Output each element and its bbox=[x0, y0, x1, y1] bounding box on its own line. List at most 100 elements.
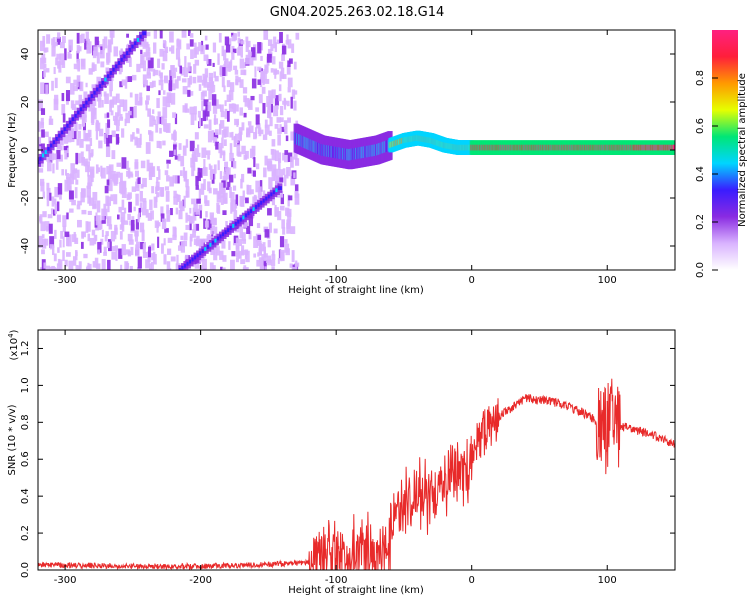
noise-cell bbox=[201, 147, 207, 158]
noise-cell bbox=[212, 245, 218, 254]
noise-cell bbox=[175, 48, 181, 60]
noise-cell bbox=[90, 111, 95, 123]
noise-cell bbox=[130, 134, 134, 142]
noise-cell bbox=[54, 94, 59, 105]
noise-cell bbox=[62, 250, 65, 262]
noise-cell bbox=[195, 208, 201, 215]
noise-cell bbox=[145, 44, 150, 56]
noise-cell bbox=[91, 149, 94, 156]
noise-cell bbox=[193, 48, 197, 58]
noise-cell bbox=[246, 226, 251, 234]
noise-cell bbox=[55, 268, 61, 270]
noise-cell bbox=[69, 174, 74, 185]
noise-cell bbox=[83, 91, 88, 102]
noise-cell bbox=[234, 204, 238, 209]
noise-cell bbox=[40, 82, 45, 94]
signal-cell-core bbox=[71, 117, 76, 122]
noise-cell bbox=[185, 179, 189, 188]
noise-cell bbox=[276, 39, 281, 45]
signal-cell-core bbox=[249, 209, 254, 214]
noise-cell bbox=[279, 177, 284, 183]
noise-cell bbox=[105, 231, 109, 237]
noise-cell bbox=[248, 55, 254, 66]
noise-cell bbox=[88, 41, 92, 53]
noise-cell bbox=[260, 55, 263, 61]
noise-cell bbox=[278, 152, 282, 163]
noise-cell bbox=[165, 191, 170, 202]
noise-cell bbox=[155, 196, 158, 203]
noise-cell bbox=[294, 158, 300, 166]
noise-cell bbox=[234, 133, 239, 144]
noise-cell bbox=[203, 167, 206, 173]
noise-cell bbox=[158, 79, 164, 86]
noise-cell bbox=[134, 170, 139, 177]
noise-cell bbox=[257, 66, 262, 71]
noise-cell bbox=[40, 108, 46, 115]
noise-cell bbox=[219, 65, 224, 77]
noise-cell bbox=[258, 243, 262, 255]
noise-cell bbox=[157, 236, 160, 248]
noise-cell bbox=[205, 105, 210, 117]
noise-cell bbox=[216, 104, 222, 109]
noise-cell bbox=[185, 224, 190, 230]
noise-cell bbox=[271, 164, 277, 177]
noise-cell bbox=[47, 214, 53, 219]
noise-cell bbox=[215, 141, 219, 150]
noise-cell bbox=[160, 206, 164, 217]
noise-cell bbox=[87, 233, 91, 242]
noise-cell bbox=[140, 54, 144, 66]
noise-cell bbox=[255, 107, 260, 112]
noise-cell bbox=[91, 98, 97, 107]
noise-cell bbox=[240, 196, 245, 207]
noise-cell bbox=[43, 63, 47, 69]
snr-y-tick-label: 1.0 bbox=[20, 377, 31, 393]
noise-cell bbox=[109, 99, 115, 108]
noise-cell bbox=[163, 254, 167, 265]
noise-cell bbox=[49, 115, 52, 125]
noise-cell bbox=[121, 128, 125, 138]
noise-cell bbox=[44, 221, 50, 231]
noise-cell bbox=[53, 209, 56, 216]
noise-cell bbox=[143, 60, 147, 72]
noise-cell bbox=[207, 219, 212, 230]
noise-cell bbox=[39, 40, 45, 52]
noise-cell bbox=[129, 171, 133, 176]
noise-cell bbox=[228, 61, 232, 68]
noise-cell bbox=[202, 110, 207, 122]
noise-cell bbox=[197, 167, 200, 173]
noise-cell bbox=[74, 122, 78, 132]
noise-cell bbox=[87, 174, 93, 187]
noise-cell bbox=[222, 267, 226, 270]
noise-cell bbox=[79, 81, 84, 92]
noise-cell bbox=[60, 138, 64, 146]
noise-cell bbox=[48, 223, 53, 234]
noise-cell bbox=[214, 226, 218, 239]
noise-cell bbox=[257, 79, 261, 85]
noise-cell bbox=[242, 267, 246, 270]
noise-cell bbox=[159, 30, 163, 39]
noise-cell bbox=[239, 79, 244, 88]
noise-cell bbox=[198, 188, 201, 200]
noise-cell bbox=[151, 186, 155, 194]
noise-cell bbox=[223, 128, 227, 135]
noise-cell bbox=[57, 258, 61, 266]
noise-cell bbox=[261, 71, 266, 79]
signal-cell-core bbox=[262, 198, 267, 203]
noise-cell bbox=[58, 154, 63, 162]
noise-cell bbox=[150, 210, 154, 220]
noise-cell bbox=[136, 241, 141, 249]
noise-cell bbox=[85, 221, 89, 233]
signal-cell-core bbox=[60, 130, 65, 135]
noise-cell bbox=[271, 259, 276, 267]
noise-cell bbox=[232, 48, 237, 54]
noise-cell bbox=[109, 79, 113, 92]
noise-cell bbox=[273, 105, 279, 117]
noise-cell bbox=[49, 192, 52, 201]
noise-cell bbox=[267, 48, 272, 54]
noise-cell bbox=[248, 125, 254, 134]
signal-cell-core bbox=[267, 194, 272, 199]
noise-cell bbox=[99, 50, 105, 59]
noise-cell bbox=[280, 67, 285, 79]
noise-cell bbox=[115, 119, 120, 126]
